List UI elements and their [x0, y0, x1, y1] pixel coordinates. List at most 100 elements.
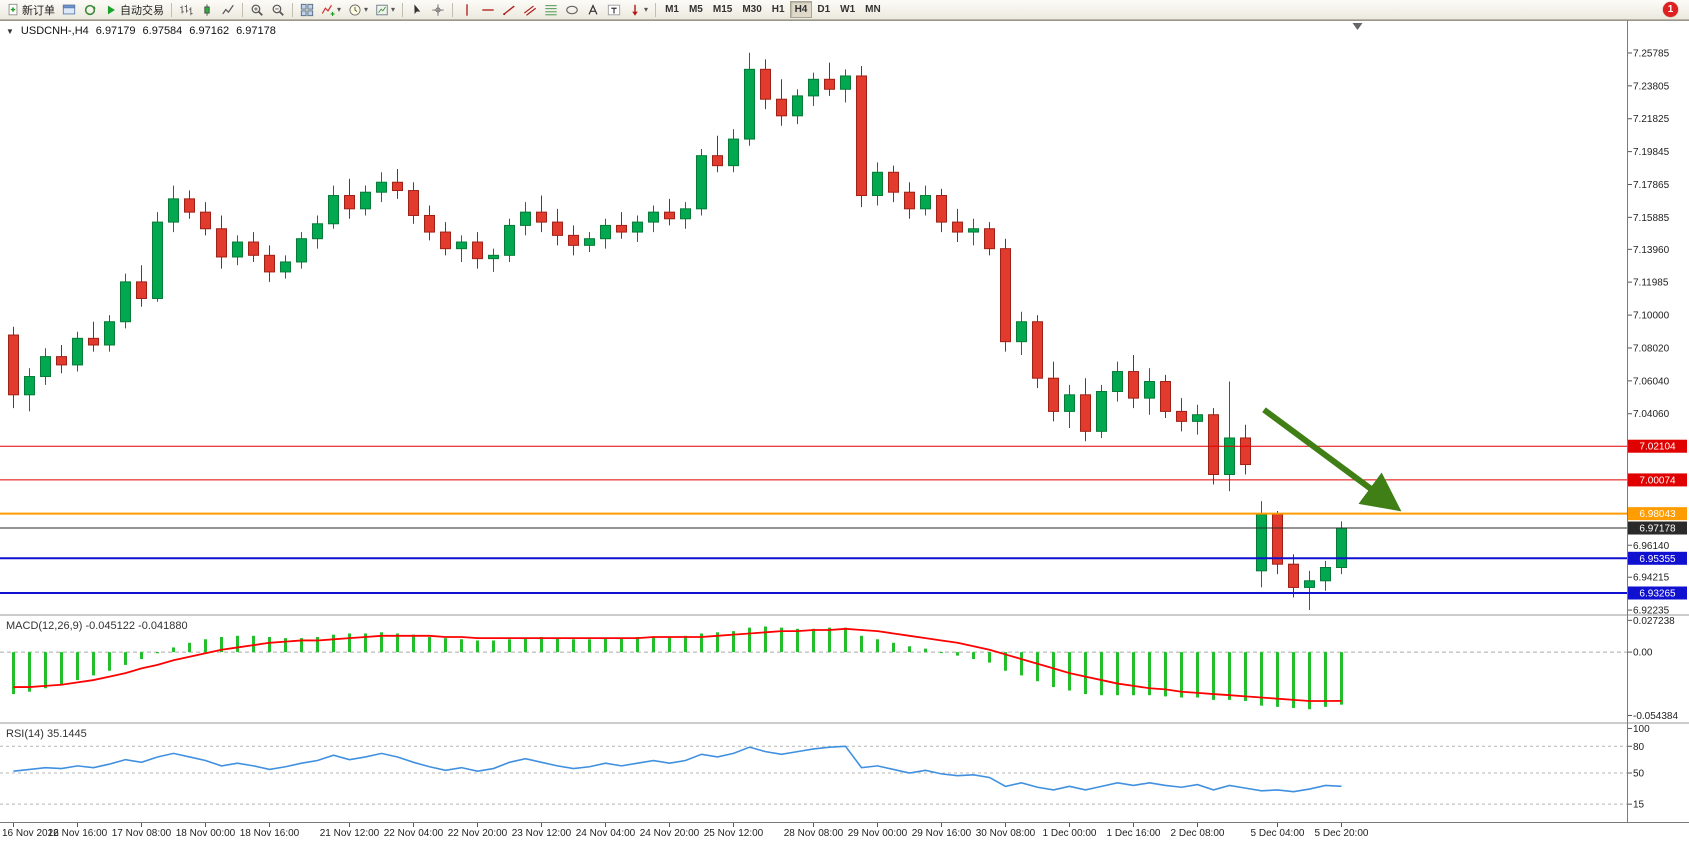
macd-bar	[60, 652, 63, 685]
fibonacci-button[interactable]	[541, 1, 561, 18]
candlestick-icon	[204, 3, 210, 16]
candle-body	[760, 68, 771, 100]
macd-bar	[380, 632, 383, 653]
arrows-button[interactable]: ▾	[625, 1, 651, 18]
macd-bar	[444, 638, 447, 653]
crosshair-button[interactable]	[428, 1, 448, 18]
macd-bar	[972, 652, 975, 660]
horizontal-line-button[interactable]	[478, 1, 498, 18]
auto-trading-button[interactable]: 自动交易	[101, 1, 167, 18]
macd-bar	[1164, 652, 1167, 697]
timeframe-m30-button[interactable]: M30	[737, 1, 766, 18]
price-level-label-text: 7.02104	[1639, 442, 1676, 453]
chart-window-button[interactable]	[59, 1, 79, 18]
macd-bar	[844, 627, 847, 653]
macd-bar	[300, 638, 303, 653]
candle-body	[328, 195, 339, 225]
bar-chart-button[interactable]	[176, 1, 196, 18]
price-level-label-text: 6.95355	[1639, 554, 1676, 565]
price-axis[interactable]: 7.25785 7.23805 7.21825 7.19845 7.17865 7.158…	[1628, 48, 1687, 811]
price-tick-label: 7.25785	[1633, 48, 1670, 59]
candle-body	[1160, 381, 1171, 412]
candle-body	[1000, 248, 1011, 343]
candle-body	[632, 221, 643, 233]
candle-body	[792, 95, 803, 117]
zoom-in-button[interactable]	[247, 1, 267, 18]
timeframe-h4-button[interactable]: H4	[789, 1, 813, 18]
candle-body	[600, 224, 611, 240]
vertical-line-button[interactable]	[457, 1, 477, 18]
macd-bar	[236, 635, 239, 653]
cursor-button[interactable]	[407, 1, 427, 18]
periods-button[interactable]: ▾	[345, 1, 371, 18]
time-tick-label: 25 Nov 12:00	[704, 828, 764, 839]
trendline-button[interactable]	[499, 1, 519, 18]
macd-pane: MACD(12,26,9) -0.045122 -0.041880	[0, 620, 1627, 710]
label-button[interactable]	[604, 1, 624, 18]
annotations[interactable]	[1262, 23, 1402, 512]
candle-body	[376, 181, 387, 193]
tile-windows-button[interactable]	[297, 1, 317, 18]
macd-bar	[508, 639, 511, 653]
notification-badge[interactable]: 1	[1663, 2, 1678, 17]
macd-bar	[892, 642, 895, 653]
macd-bar	[12, 652, 15, 695]
channel-button[interactable]	[520, 1, 540, 18]
macd-bar	[1100, 652, 1103, 696]
macd-bar	[812, 628, 815, 653]
macd-bar	[1292, 652, 1295, 709]
candle-body	[1288, 563, 1299, 588]
timeframe-w1-button[interactable]: W1	[835, 1, 860, 18]
timeframe-d1-button[interactable]: D1	[812, 1, 835, 18]
macd-bar	[460, 639, 463, 653]
price-tick-label: 7.06040	[1633, 376, 1670, 387]
timeframe-m1-button[interactable]: M1	[660, 1, 684, 18]
macd-bar	[1308, 652, 1311, 710]
rsi-tick-label: 50	[1633, 769, 1645, 780]
chart-shift-marker[interactable]	[1352, 23, 1363, 30]
chart-canvas[interactable]: MACD(12,26,9) -0.045122 -0.041880 RSI(14)…	[0, 20, 1689, 858]
templates-button[interactable]: ▾	[372, 1, 398, 18]
candle-body	[344, 195, 355, 210]
rsi-tick-label: 100	[1633, 724, 1650, 735]
timeframe-m5-button[interactable]: M5	[684, 1, 708, 18]
trend-arrow[interactable]	[1262, 407, 1402, 512]
macd-bar	[1004, 652, 1007, 671]
time-tick-label: 22 Nov 20:00	[448, 828, 508, 839]
macd-bar	[1340, 652, 1343, 705]
macd-bar	[28, 652, 31, 692]
timeframe-m15-button[interactable]: M15	[708, 1, 737, 18]
line-chart-button[interactable]	[218, 1, 238, 18]
refresh-button[interactable]	[80, 1, 100, 18]
one-click-trading-toggle[interactable]: ▼	[6, 26, 14, 36]
candlestick-chart-button[interactable]	[197, 1, 217, 18]
toolbar-separator	[242, 2, 243, 17]
price-tick-label: 6.96140	[1633, 541, 1670, 552]
candle-body	[360, 191, 371, 210]
candle-body	[1112, 371, 1123, 392]
candle-body	[1032, 321, 1043, 379]
shapes-button[interactable]	[562, 1, 582, 18]
zoom-out-button[interactable]	[268, 1, 288, 18]
timeframe-mn-button[interactable]: MN	[860, 1, 886, 18]
macd-bar	[220, 636, 223, 653]
candle-body	[40, 356, 51, 378]
macd-bar	[1212, 652, 1215, 700]
ohlc-low: 6.97162	[189, 25, 230, 37]
macd-bar	[764, 626, 767, 653]
indicators-button[interactable]: ▾	[318, 1, 344, 18]
time-tick-label: 24 Nov 04:00	[576, 828, 636, 839]
candle-body	[1240, 437, 1251, 466]
macd-bar	[828, 627, 831, 653]
macd-tick-label: -0.054384	[1633, 711, 1678, 722]
text-button[interactable]	[583, 1, 603, 18]
macd-bar	[924, 648, 927, 653]
new-order-button[interactable]: 新订单	[3, 1, 58, 18]
timeframe-h1-button[interactable]: H1	[767, 1, 790, 18]
candle-body	[920, 195, 931, 210]
macd-bar	[1116, 652, 1119, 696]
macd-bar	[1180, 652, 1183, 698]
auto-trading-icon	[107, 5, 115, 14]
candle-body	[552, 221, 563, 236]
